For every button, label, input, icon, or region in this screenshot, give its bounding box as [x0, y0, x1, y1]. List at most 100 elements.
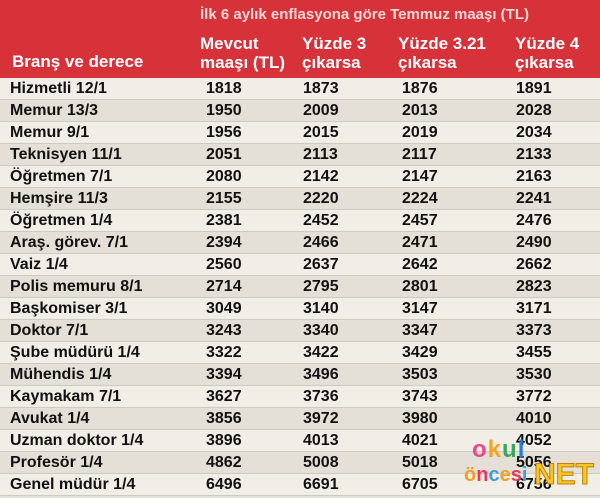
current-salary-cell: 2714: [206, 278, 242, 295]
branch-cell: Doktor 7/1: [10, 322, 89, 339]
raise-4-cell: 2476: [516, 212, 552, 229]
raise-3-cell: 1873: [303, 80, 339, 97]
current-salary-cell: 2155: [206, 190, 242, 207]
raise-3-cell: 2466: [303, 234, 339, 251]
branch-cell: Öğretmen 1/4: [10, 212, 113, 229]
branch-cell: Avukat 1/4: [10, 410, 90, 427]
raise-3-21-cell: 2642: [402, 256, 438, 273]
raise-3-cell: 3496: [303, 366, 339, 383]
current-salary-cell: 3896: [206, 432, 242, 449]
table-row: Müsteşar 1/47419764276577716: [0, 496, 600, 498]
table-row: Araş. görev. 7/1 2394 2466 2471 2490: [0, 232, 600, 254]
current-salary-cell: 2394: [206, 234, 242, 251]
table-super-title: İlk 6 aylık enflasyona göre Temmuz maaşı…: [200, 6, 529, 23]
branch-cell: Mühendis 1/4: [10, 366, 112, 383]
current-salary-cell: 3627: [206, 388, 242, 405]
table-row: Mühendis 1/4 3394 3496 3503 3530: [0, 364, 600, 386]
current-salary-cell: 2080: [206, 168, 242, 185]
raise-3-21-cell: 2471: [402, 234, 438, 251]
table-row: Hizmetli 12/1 1818 1873 1876 1891: [0, 78, 600, 100]
header-3-percent: Yüzde 3 çıkarsa: [302, 34, 367, 72]
table-row: Teknisyen 11/1 2051 2113 2117 2133: [0, 144, 600, 166]
table-row: Hemşire 11/3 2155 2220 2224 2241: [0, 188, 600, 210]
raise-4-cell: 5056: [516, 454, 552, 471]
table-row: Kaymakam 7/1 3627 3736 3743 3772: [0, 386, 600, 408]
raise-3-21-cell: 6705: [402, 476, 438, 493]
raise-3-21-cell: 2801: [402, 278, 438, 295]
current-salary-cell: 1950: [206, 102, 242, 119]
raise-3-21-cell: 5018: [402, 454, 438, 471]
raise-4-cell: 4052: [516, 432, 552, 449]
raise-4-cell: 3530: [516, 366, 552, 383]
current-salary-cell: 1956: [206, 124, 242, 141]
raise-3-cell: 5008: [303, 454, 339, 471]
raise-3-cell: 2452: [303, 212, 339, 229]
current-salary-cell: 6496: [206, 476, 242, 493]
branch-cell: Genel müdür 1/4: [10, 476, 136, 493]
raise-3-cell: 3972: [303, 410, 339, 427]
branch-cell: Hemşire 11/3: [10, 190, 108, 207]
current-salary-cell: 2560: [206, 256, 242, 273]
current-salary-cell: 3243: [206, 322, 242, 339]
current-salary-cell: 1818: [206, 80, 242, 97]
raise-3-cell: 3422: [303, 344, 339, 361]
table-row: Başkomiser 3/1 3049 3140 3147 3171: [0, 298, 600, 320]
raise-4-cell: 3772: [516, 388, 552, 405]
raise-3-21-cell: 2117: [402, 146, 437, 163]
header-current-salary: Mevcut maaşı (TL): [200, 34, 286, 72]
current-salary-cell: 2051: [206, 146, 242, 163]
header-branch: Branş ve derece: [12, 52, 144, 71]
raise-4-cell: 2490: [516, 234, 552, 251]
raise-3-cell: 2795: [303, 278, 339, 295]
current-salary-cell: 2381: [206, 212, 242, 229]
current-salary-cell: 3394: [206, 366, 242, 383]
branch-cell: Memur 9/1: [10, 124, 90, 141]
table-row: Profesör 1/4 4862 5008 5018 5056: [0, 452, 600, 474]
branch-cell: Başkomiser 3/1: [10, 300, 128, 317]
table-row: Uzman doktor 1/4 3896 4013 4021 4052: [0, 430, 600, 452]
raise-3-21-cell: 3429: [402, 344, 438, 361]
raise-3-cell: 2142: [303, 168, 339, 185]
table-row: Avukat 1/4 3856 3972 3980 4010: [0, 408, 600, 430]
table-body: Hizmetli 12/1 1818 1873 1876 1891 Memur 13/3 1…: [0, 78, 600, 498]
branch-cell: Hizmetli 12/1: [10, 80, 107, 97]
current-salary-cell: 3856: [206, 410, 242, 427]
table-header: İlk 6 aylık enflasyona göre Temmuz maaşı…: [0, 0, 600, 78]
raise-3-cell: 4013: [303, 432, 339, 449]
current-salary-cell: 3322: [206, 344, 242, 361]
table-row: Öğretmen 7/1 2080 2142 2147 2163: [0, 166, 600, 188]
branch-cell: Kaymakam 7/1: [10, 388, 122, 405]
raise-3-21-cell: 2147: [402, 168, 438, 185]
raise-3-21-cell: 2457: [402, 212, 438, 229]
raise-3-cell: 2113: [303, 146, 338, 163]
table-row: Vaiz 1/4 2560 2637 2642 2662: [0, 254, 600, 276]
table-row: Doktor 7/1 3243 3340 3347 3373: [0, 320, 600, 342]
table-row: Genel müdür 1/4 6496 6691 6705 6756: [0, 474, 600, 496]
branch-cell: Profesör 1/4: [10, 454, 103, 471]
raise-3-cell: 2637: [303, 256, 339, 273]
raise-3-cell: 3140: [303, 300, 339, 317]
current-salary-cell: 4862: [206, 454, 242, 471]
table-row: Memur 13/3 1950 2009 2013 2028: [0, 100, 600, 122]
raise-4-cell: 4010: [516, 410, 552, 427]
branch-cell: Teknisyen 11/1: [10, 146, 122, 163]
raise-4-cell: 2163: [516, 168, 552, 185]
raise-3-cell: 2015: [303, 124, 339, 141]
branch-cell: Uzman doktor 1/4: [10, 432, 144, 449]
raise-3-cell: 6691: [303, 476, 339, 493]
raise-3-21-cell: 3347: [402, 322, 438, 339]
raise-4-cell: 2241: [516, 190, 552, 207]
branch-cell: Öğretmen 7/1: [10, 168, 113, 185]
raise-3-21-cell: 2013: [402, 102, 438, 119]
table-row: Polis memuru 8/1 2714 2795 2801 2823: [0, 276, 600, 298]
raise-3-21-cell: 2224: [402, 190, 438, 207]
header-3-21-percent: Yüzde 3.21 çıkarsa: [398, 34, 486, 72]
branch-cell: Vaiz 1/4: [10, 256, 68, 273]
raise-3-21-cell: 2019: [402, 124, 438, 141]
raise-4-cell: 2662: [516, 256, 552, 273]
raise-4-cell: 3373: [516, 322, 552, 339]
table-row: Şube müdürü 1/4 3322 3422 3429 3455: [0, 342, 600, 364]
branch-cell: Memur 13/3: [10, 102, 99, 119]
raise-4-cell: 2034: [516, 124, 552, 141]
